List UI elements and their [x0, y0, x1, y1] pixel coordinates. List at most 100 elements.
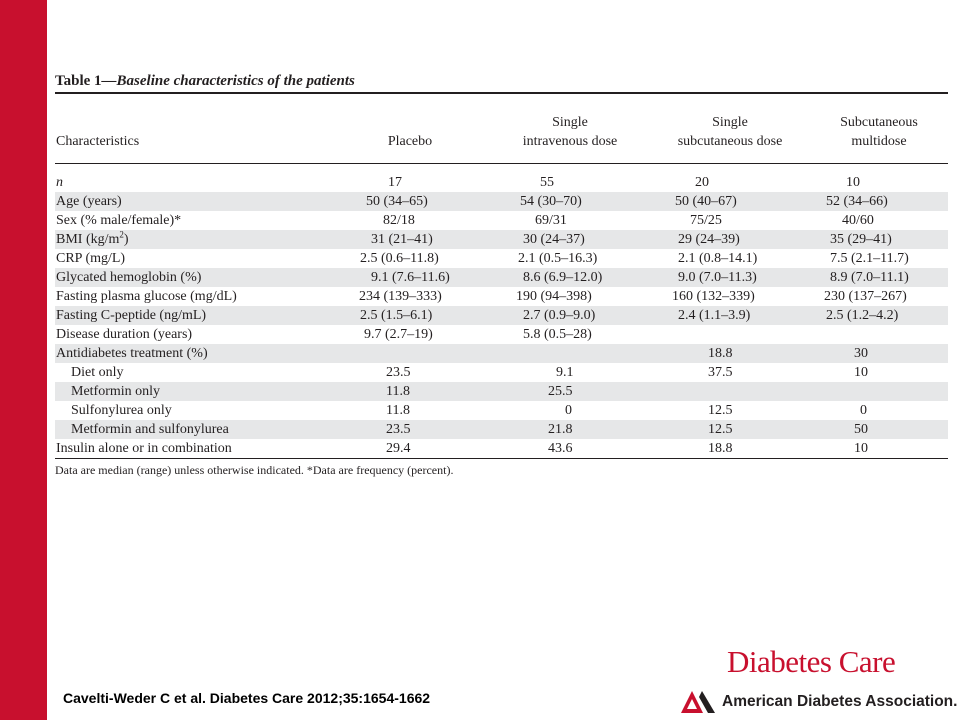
cell-placebo: 31 (21–41)	[371, 232, 433, 247]
cell-single-iv: 0	[565, 403, 572, 418]
table-row: BMI (kg/m2) 31 (21–41) 30 (24–37) 29 (24…	[55, 230, 948, 249]
table-row: Insulin alone or in combination 29.4 43.…	[55, 439, 948, 458]
cell-sc-multidose: 35 (29–41)	[830, 232, 892, 247]
table-row: Fasting C-peptide (ng/mL) 2.5 (1.5–6.1) …	[55, 306, 948, 325]
cell-sc-multidose: 10	[854, 441, 868, 456]
cell-placebo: 2.5 (1.5–6.1)	[360, 308, 433, 323]
header-single-iv: Single intravenous dose	[490, 94, 650, 154]
header-rule	[55, 163, 948, 164]
cell-single-iv: 69/31	[535, 213, 567, 228]
row-label-superscript: 2	[119, 229, 124, 240]
cell-single-sc: 20	[695, 175, 709, 190]
table-row: Fasting plasma glucose (mg/dL) 234 (139–…	[55, 287, 948, 306]
cell-single-sc: 2.1 (0.8–14.1)	[678, 251, 758, 266]
row-label: Age (years)	[56, 194, 122, 209]
cell-single-iv: 2.1 (0.5–16.3)	[518, 251, 598, 266]
header-placebo-line2: Placebo	[387, 134, 433, 149]
table-bottom-rule	[55, 458, 948, 459]
header-single-sc: Single subcutaneous dose	[650, 94, 810, 154]
header-single-iv-line1: Single	[552, 115, 588, 130]
red-side-bar	[0, 0, 47, 720]
cell-sc-multidose: 40/60	[842, 213, 874, 228]
cell-single-iv: 190 (94–398)	[516, 289, 592, 304]
cell-sc-multidose: 10	[846, 175, 860, 190]
row-label: Metformin only	[71, 384, 161, 399]
header-single-iv-line2: intravenous dose	[522, 134, 618, 149]
row-label: Fasting plasma glucose (mg/dL)	[56, 289, 237, 304]
row-label: Disease duration (years)	[56, 327, 193, 342]
table-row: Metformin and sulfonylurea 23.5 21.8 12.…	[55, 420, 948, 439]
cell-placebo: 2.5 (0.6–11.8)	[360, 251, 439, 266]
row-label: Diet only	[71, 365, 124, 380]
table-row: n 17 55 20 10	[55, 173, 948, 192]
cell-single-sc: 29 (24–39)	[678, 232, 740, 247]
table-top-rule	[55, 92, 948, 94]
header-single-sc-line1: Single	[712, 115, 748, 130]
row-label: Metformin and sulfonylurea	[71, 422, 229, 437]
cell-single-sc: 2.4 (1.1–3.9)	[678, 308, 751, 323]
table-body: n 17 55 20 10 Age (years) 50 (34–65) 54 …	[55, 154, 948, 458]
cell-sc-multidose: 50	[854, 422, 868, 437]
cell-sc-multidose	[810, 382, 948, 401]
cell-single-sc	[650, 382, 810, 401]
cell-placebo: 11.8	[386, 384, 410, 399]
cell-sc-multidose: 0	[860, 403, 867, 418]
cell-placebo: 82/18	[383, 213, 415, 228]
table-row: Metformin only 11.8 25.5	[55, 382, 948, 401]
cell-single-iv: 30 (24–37)	[523, 232, 585, 247]
cell-single-iv: 25.5	[548, 384, 573, 399]
row-label: Sex (% male/female)*	[56, 213, 182, 228]
row-label-close: )	[123, 232, 129, 247]
cell-single-sc: 18.8	[708, 441, 733, 456]
cell-single-iv	[490, 344, 650, 363]
cell-placebo: 50 (34–65)	[366, 194, 428, 209]
row-label: n	[56, 175, 63, 190]
cell-single-iv: 54 (30–70)	[520, 194, 582, 209]
cell-placebo: 23.5	[386, 365, 411, 380]
table-row: Age (years) 50 (34–65) 54 (30–70) 50 (40…	[55, 192, 948, 211]
table-header-row: Characteristics Placebo Single intraveno…	[55, 94, 948, 154]
cell-placebo: 11.8	[386, 403, 410, 418]
table-row: CRP (mg/L) 2.5 (0.6–11.8) 2.1 (0.5–16.3)…	[55, 249, 948, 268]
cell-single-iv: 43.6	[548, 441, 573, 456]
table-title-text: —Baseline characteristics of the patient…	[101, 73, 355, 89]
cell-placebo	[330, 344, 490, 363]
header-characteristics: Characteristics	[56, 134, 140, 149]
cell-single-sc: 75/25	[690, 213, 722, 228]
cell-single-sc: 160 (132–339)	[672, 289, 755, 304]
row-label: BMI (kg/m2)	[55, 230, 330, 249]
cell-placebo: 23.5	[386, 422, 411, 437]
header-single-sc-line2: subcutaneous dose	[677, 134, 783, 149]
row-label-text: BMI (kg/m	[56, 232, 120, 247]
ada-logo-text: American Diabetes Association.	[722, 693, 958, 710]
cell-sc-multidose: 10	[854, 365, 868, 380]
cell-placebo: 234 (139–333)	[359, 289, 442, 304]
cell-sc-multidose: 52 (34–66)	[826, 194, 888, 209]
cell-single-sc: 18.8	[708, 346, 733, 361]
cell-single-iv: 9.1	[556, 365, 574, 380]
table-container: Table 1—Baseline characteristics of the …	[55, 70, 948, 478]
cell-placebo: 9.7 (2.7–19)	[364, 327, 433, 342]
cell-sc-multidose: 8.9 (7.0–11.1)	[830, 270, 909, 285]
ada-logo: American Diabetes Association.	[680, 688, 957, 716]
citation: Cavelti-Weder C et al. Diabetes Care 201…	[63, 690, 431, 706]
table-title: Table 1—Baseline characteristics of the …	[55, 70, 948, 92]
cell-single-sc	[650, 325, 810, 344]
baseline-characteristics-table: Characteristics Placebo Single intraveno…	[55, 94, 948, 458]
row-label: Insulin alone or in combination	[56, 441, 232, 456]
cell-single-iv: 2.7 (0.9–9.0)	[523, 308, 596, 323]
table-row: Antidiabetes treatment (%) 18.8 30	[55, 344, 948, 363]
cell-single-iv: 8.6 (6.9–12.0)	[523, 270, 603, 285]
row-label: Glycated hemoglobin (%)	[56, 270, 202, 285]
table-row: Sulfonylurea only 11.8 0 12.5 0	[55, 401, 948, 420]
cell-placebo: 9.1 (7.6–11.6)	[371, 270, 450, 285]
cell-sc-multidose	[810, 325, 948, 344]
cell-single-sc: 37.5	[708, 365, 733, 380]
cell-placebo: 29.4	[386, 441, 411, 456]
diabetes-care-logo: Diabetes Care	[727, 644, 896, 679]
row-label: Antidiabetes treatment (%)	[56, 346, 208, 361]
row-label: CRP (mg/L)	[56, 251, 126, 266]
header-sc-multidose-line2: multidose	[851, 134, 907, 149]
header-sc-multidose: Subcutaneous multidose	[810, 94, 948, 154]
cell-single-sc: 12.5	[708, 422, 733, 437]
